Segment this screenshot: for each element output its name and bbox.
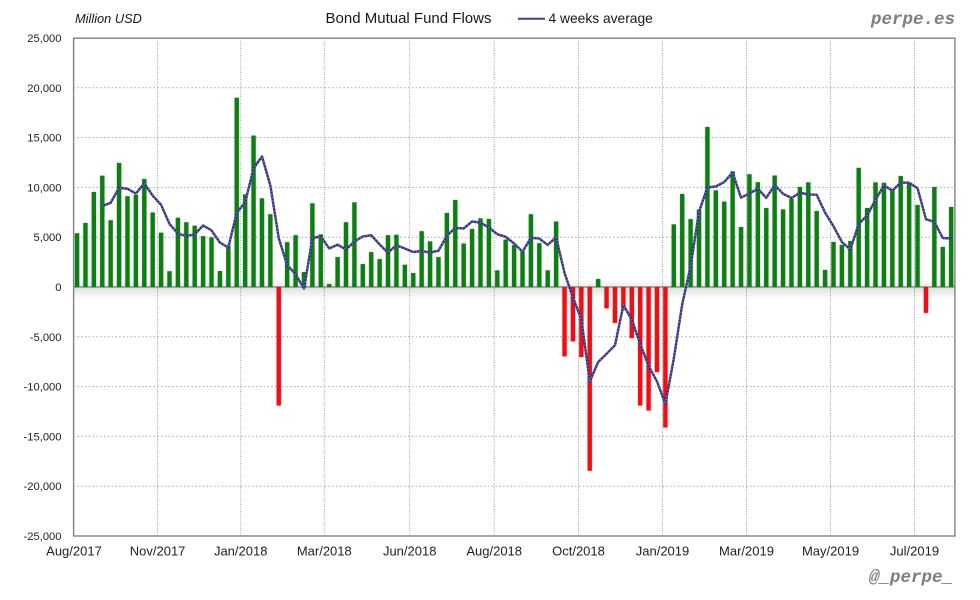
svg-text:Jan/2018: Jan/2018	[214, 544, 268, 559]
svg-text:-25,000: -25,000	[24, 531, 62, 543]
svg-text:-10,000: -10,000	[24, 382, 62, 394]
svg-text:Bond Mutual Fund Flows: Bond Mutual Fund Flows	[326, 10, 492, 27]
svg-text:Aug/2017: Aug/2017	[46, 544, 102, 559]
svg-text:5,000: 5,000	[34, 232, 62, 244]
svg-text:Oct/2018: Oct/2018	[552, 544, 605, 559]
svg-text:@_perpe_: @_perpe_	[869, 568, 953, 588]
svg-text:10,000: 10,000	[27, 182, 61, 194]
svg-text:Nov/2017: Nov/2017	[130, 544, 186, 559]
svg-text:-15,000: -15,000	[24, 431, 62, 443]
svg-text:perpe.es: perpe.es	[870, 10, 955, 30]
svg-text:May/2019: May/2019	[802, 544, 859, 559]
svg-text:Jun/2018: Jun/2018	[383, 544, 437, 559]
svg-text:Million USD: Million USD	[75, 11, 142, 26]
svg-text:4 weeks average: 4 weeks average	[549, 11, 654, 26]
svg-text:25,000: 25,000	[27, 33, 61, 45]
svg-text:0: 0	[55, 282, 61, 294]
svg-text:Jan/2019: Jan/2019	[636, 544, 690, 559]
svg-text:15,000: 15,000	[27, 133, 61, 145]
svg-text:Mar/2018: Mar/2018	[297, 544, 352, 559]
svg-text:Aug/2018: Aug/2018	[466, 544, 522, 559]
svg-text:-20,000: -20,000	[24, 481, 62, 493]
svg-text:20,000: 20,000	[27, 83, 61, 95]
svg-text:Mar/2019: Mar/2019	[719, 544, 774, 559]
svg-text:-5,000: -5,000	[30, 332, 62, 344]
svg-text:Jul/2019: Jul/2019	[890, 544, 939, 559]
